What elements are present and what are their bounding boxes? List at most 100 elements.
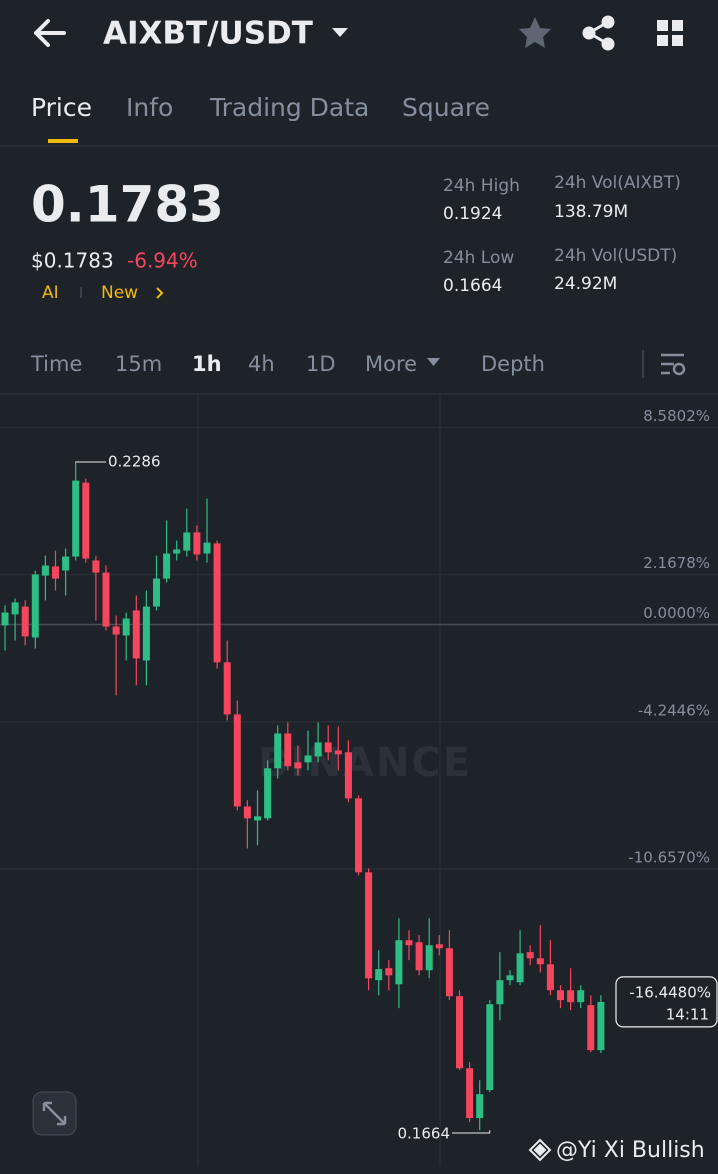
- candle-body: [314, 742, 322, 757]
- candle-body: [31, 574, 39, 638]
- y-tick-label: 8.5802%: [643, 407, 710, 425]
- more-dropdown[interactable]: [427, 358, 440, 366]
- candle-body: [546, 964, 554, 991]
- pair-dropdown[interactable]: [332, 28, 348, 37]
- last-price-label: -16.4480%: [629, 983, 711, 1001]
- candle-body: [274, 733, 282, 769]
- tab[interactable]: Info: [126, 93, 173, 122]
- candle-body: [243, 806, 251, 819]
- candle-body: [112, 626, 120, 635]
- chart-watermark: BINANCE: [258, 740, 472, 786]
- candle-body: [385, 968, 393, 976]
- candle-body: [496, 980, 504, 1005]
- tab[interactable]: Trading Data: [209, 93, 369, 122]
- candle-body: [153, 578, 160, 607]
- candle-body: [567, 990, 575, 1003]
- candle-body: [132, 610, 140, 659]
- price-change: -6.94%: [127, 249, 198, 273]
- min-marker: [452, 1130, 491, 1134]
- tab[interactable]: Price: [31, 93, 92, 122]
- candle-body: [183, 532, 191, 551]
- candle-body: [142, 606, 150, 661]
- candle-body: [577, 990, 585, 1003]
- candle-body: [395, 940, 403, 985]
- candle-body: [21, 606, 29, 637]
- candle-body: [254, 816, 261, 821]
- chart-settings-icon[interactable]: [661, 353, 686, 376]
- tag-chevron: [156, 287, 164, 299]
- tab[interactable]: Square: [402, 93, 490, 122]
- candle-body: [365, 872, 373, 979]
- candle-body: [284, 733, 292, 767]
- candle-body: [476, 1094, 484, 1119]
- stat-value: 138.79M: [554, 202, 628, 222]
- interval[interactable]: Time: [30, 352, 82, 376]
- countdown: 14:11: [666, 1005, 709, 1023]
- candle-body: [41, 565, 49, 576]
- candle-body: [334, 750, 342, 755]
- y-tick-label: -4.2446%: [638, 701, 710, 719]
- interval[interactable]: More: [365, 352, 417, 376]
- candle-body: [506, 975, 514, 981]
- candle-body: [102, 572, 110, 627]
- candle-body: [173, 549, 181, 554]
- expand-button[interactable]: [32, 1091, 77, 1136]
- candle-body: [435, 944, 443, 949]
- candle-body: [11, 602, 19, 615]
- pair-title[interactable]: AIXBT/USDT: [103, 16, 313, 52]
- candle-body: [597, 1001, 605, 1051]
- candle-body: [92, 560, 100, 573]
- stat-label: 24h High: [443, 176, 520, 196]
- max-label: 0.2286: [108, 453, 161, 471]
- share-icon[interactable]: [582, 15, 615, 51]
- candle-body: [203, 542, 211, 554]
- last-price: 0.1783: [31, 176, 224, 234]
- tag[interactable]: New: [101, 283, 138, 303]
- candle-body: [456, 996, 463, 1069]
- candle-body: [375, 969, 383, 981]
- stat-value: 0.1924: [443, 204, 502, 224]
- interval[interactable]: 15m: [115, 352, 162, 376]
- candle-body: [516, 953, 524, 983]
- tag[interactable]: AI: [42, 283, 59, 303]
- candle-body: [405, 940, 413, 946]
- interval[interactable]: 1D: [306, 352, 336, 376]
- candle-body: [122, 618, 130, 636]
- candle-body: [82, 482, 90, 559]
- candlestick-chart: BINANCE 8.5802% 2.1678% 0.0000% -4.2446% -10.…: [0, 407, 718, 1143]
- interval[interactable]: Depth: [481, 352, 545, 376]
- tab-indicator: [48, 139, 78, 143]
- stat-label: 24h Vol(USDT): [554, 246, 677, 266]
- stat-label: 24h Vol(AIXBT): [554, 173, 681, 193]
- candle-body: [344, 752, 352, 799]
- candle-body: [264, 768, 272, 819]
- usd-price: $0.1783: [31, 249, 114, 273]
- candle-body: [425, 945, 433, 971]
- stat-value: 0.1664: [443, 276, 502, 296]
- candle-body: [304, 755, 312, 763]
- candle-body: [486, 1004, 494, 1091]
- candle-body: [557, 990, 564, 1001]
- menu-icon[interactable]: [657, 20, 683, 46]
- favorite-icon[interactable]: [519, 17, 551, 48]
- candle-body: [72, 480, 80, 557]
- credit: @Yi Xi Bullish: [556, 1138, 705, 1163]
- candle-body: [193, 532, 201, 555]
- stat-label: 24h Low: [443, 248, 514, 268]
- candle-body: [536, 958, 544, 965]
- candle-body: [415, 942, 423, 971]
- interval-active[interactable]: 1h: [192, 352, 222, 376]
- interval[interactable]: 4h: [248, 352, 275, 376]
- candle-body: [324, 742, 332, 753]
- candle-body: [233, 714, 241, 807]
- back-button[interactable]: [34, 19, 66, 47]
- y-tick-label: 2.1678%: [643, 554, 710, 572]
- candle-body: [62, 556, 70, 571]
- y-tick-label: 0.0000%: [643, 604, 710, 622]
- credit-icon: [528, 1138, 552, 1162]
- candle-body: [163, 553, 171, 579]
- candle-body: [466, 1068, 474, 1119]
- candle-body: [294, 762, 302, 769]
